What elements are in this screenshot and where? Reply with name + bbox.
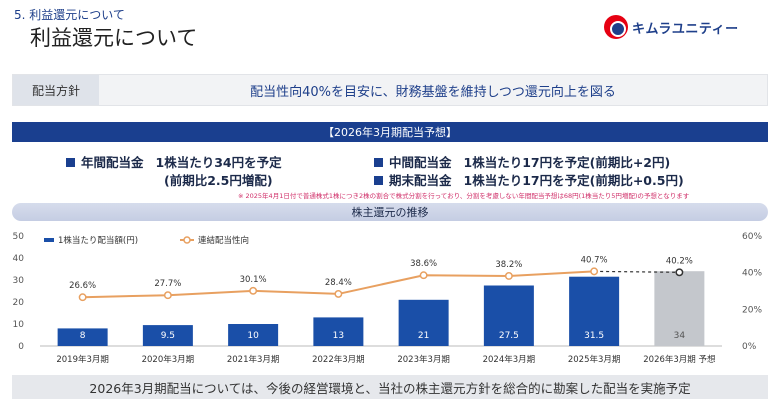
chart-band: 株主還元の推移 — [12, 203, 768, 221]
yearend-label: 期末配当金 — [389, 173, 452, 188]
interim-value: 1株当たり17円を予定(前期比+2円) — [463, 155, 671, 170]
payout-ratio-point — [78, 293, 87, 302]
legend-line-marker — [183, 236, 191, 244]
bar-value-label: 31.5 — [584, 331, 604, 341]
dividend-bar — [483, 285, 534, 346]
category-label: 2021年3月期 — [227, 354, 280, 365]
y-left-tick-label: 30 — [13, 276, 25, 286]
bullet-square-icon — [374, 176, 383, 185]
payout-ratio-label: 40.7% — [581, 255, 608, 265]
y-left-tick-label: 50 — [13, 232, 25, 242]
payout-ratio-point — [675, 268, 684, 277]
split-note: ※ 2025年4月1日付で普通株式1株につき2株の割合で株式分割を行っており、分… — [238, 192, 690, 200]
dividend-chart: 0 10 20 30 40 50 0% 20% 40% 60% 8 2019年3月期 9.5 2020年3… — [13, 232, 763, 365]
forecast-banner: 【2026年3月期配当予想】 — [12, 122, 768, 142]
policy-text: 配当性向40%を目安に、財務基盤を維持しつつ還元向上を図る — [250, 84, 616, 100]
dividend-bar — [654, 271, 705, 346]
annual-label: 年間配当金 — [81, 155, 144, 170]
page-title: 利益還元について — [30, 26, 198, 50]
payout-ratio-label: 38.2% — [495, 260, 522, 270]
annual-value: 1株当たり34円を予定 — [155, 155, 282, 170]
payout-ratio-forecast-line — [594, 270, 680, 273]
legend-bar-label: 1株当たり配当額(円) — [58, 235, 138, 246]
category-label: 2020年3月期 — [142, 354, 195, 365]
payout-ratio-label: 27.7% — [154, 279, 181, 289]
brand-name: キムラユニティー — [632, 21, 739, 37]
y-left-tick-label: 40 — [13, 254, 25, 264]
bar-value-label: 21 — [418, 331, 429, 341]
category-label: 2024年3月期 — [483, 354, 536, 365]
bar-value-label: 9.5 — [161, 331, 175, 341]
payout-ratio-point — [504, 272, 513, 280]
y-right-tick-label: 20% — [742, 305, 762, 315]
category-label: 2026年3月期 予想 — [643, 354, 716, 365]
payout-ratio-label: 26.6% — [69, 281, 96, 291]
interim-label: 中間配当金 — [389, 155, 452, 170]
payout-ratio-point — [249, 286, 258, 295]
category-label: 2023年3月期 — [397, 354, 450, 365]
y-right-tick-label: 60% — [742, 232, 762, 242]
bullet-square-icon — [66, 158, 75, 167]
payout-ratio-point — [334, 289, 343, 298]
payout-ratio-label: 40.2% — [666, 256, 693, 266]
brand-logo: キムラユニティー — [604, 14, 739, 40]
bar-value-label: 8 — [80, 331, 86, 341]
bar-value-label: 27.5 — [499, 331, 519, 341]
dividend-bar — [142, 325, 193, 346]
section-number: 5. 利益還元について — [14, 8, 125, 22]
dividend-bar — [57, 328, 108, 346]
payout-ratio-label: 28.4% — [325, 278, 352, 288]
dividend-bar — [569, 276, 620, 346]
bar-value-label: 10 — [247, 331, 259, 341]
y-left-tick-label: 10 — [13, 320, 25, 330]
y-right-tick-label: 0% — [742, 342, 757, 352]
payout-ratio-label: 30.1% — [240, 275, 267, 285]
interim-dividend: 中間配当金 1株当たり17円を予定(前期比+2円) — [374, 152, 670, 171]
y-right-tick-label: 40% — [742, 269, 762, 279]
dividend-bar — [398, 299, 449, 346]
category-label: 2022年3月期 — [312, 354, 365, 365]
payout-ratio-label: 38.6% — [410, 259, 437, 269]
dividend-bar — [313, 317, 364, 346]
yearend-value: 1株当たり17円を予定(前期比+0.5円) — [463, 173, 684, 188]
annual-sub: (前期比2.5円増配) — [164, 173, 273, 188]
legend-bar-swatch — [44, 238, 54, 242]
dividend-policy-row: 配当方針 配当性向40%を目安に、財務基盤を維持しつつ還元向上を図る — [12, 74, 768, 106]
dividend-bar — [228, 324, 279, 346]
footer-message: 2026年3月期配当については、今後の経営環境と、当社の株主還元方針を総合的に勘… — [12, 375, 768, 399]
yearend-dividend: 期末配当金 1株当たり17円を予定(前期比+0.5円) — [374, 170, 684, 189]
brand-mark-icon — [604, 15, 628, 39]
category-label: 2025年3月期 — [568, 354, 621, 365]
payout-ratio-point — [590, 267, 599, 276]
category-label: 2019年3月期 — [56, 354, 109, 365]
payout-ratio-point — [419, 271, 428, 280]
bullet-square-icon — [374, 158, 383, 167]
annual-dividend: 年間配当金 1株当たり34円を予定 — [66, 152, 282, 171]
bar-value-label: 34 — [674, 331, 686, 341]
y-left-tick-label: 0 — [18, 342, 24, 352]
legend-line-label: 連結配当性向 — [198, 235, 249, 246]
payout-ratio-point — [163, 291, 172, 300]
policy-label: 配当方針 — [13, 75, 99, 105]
y-left-tick-label: 20 — [13, 298, 25, 308]
bar-value-label: 13 — [333, 331, 344, 341]
